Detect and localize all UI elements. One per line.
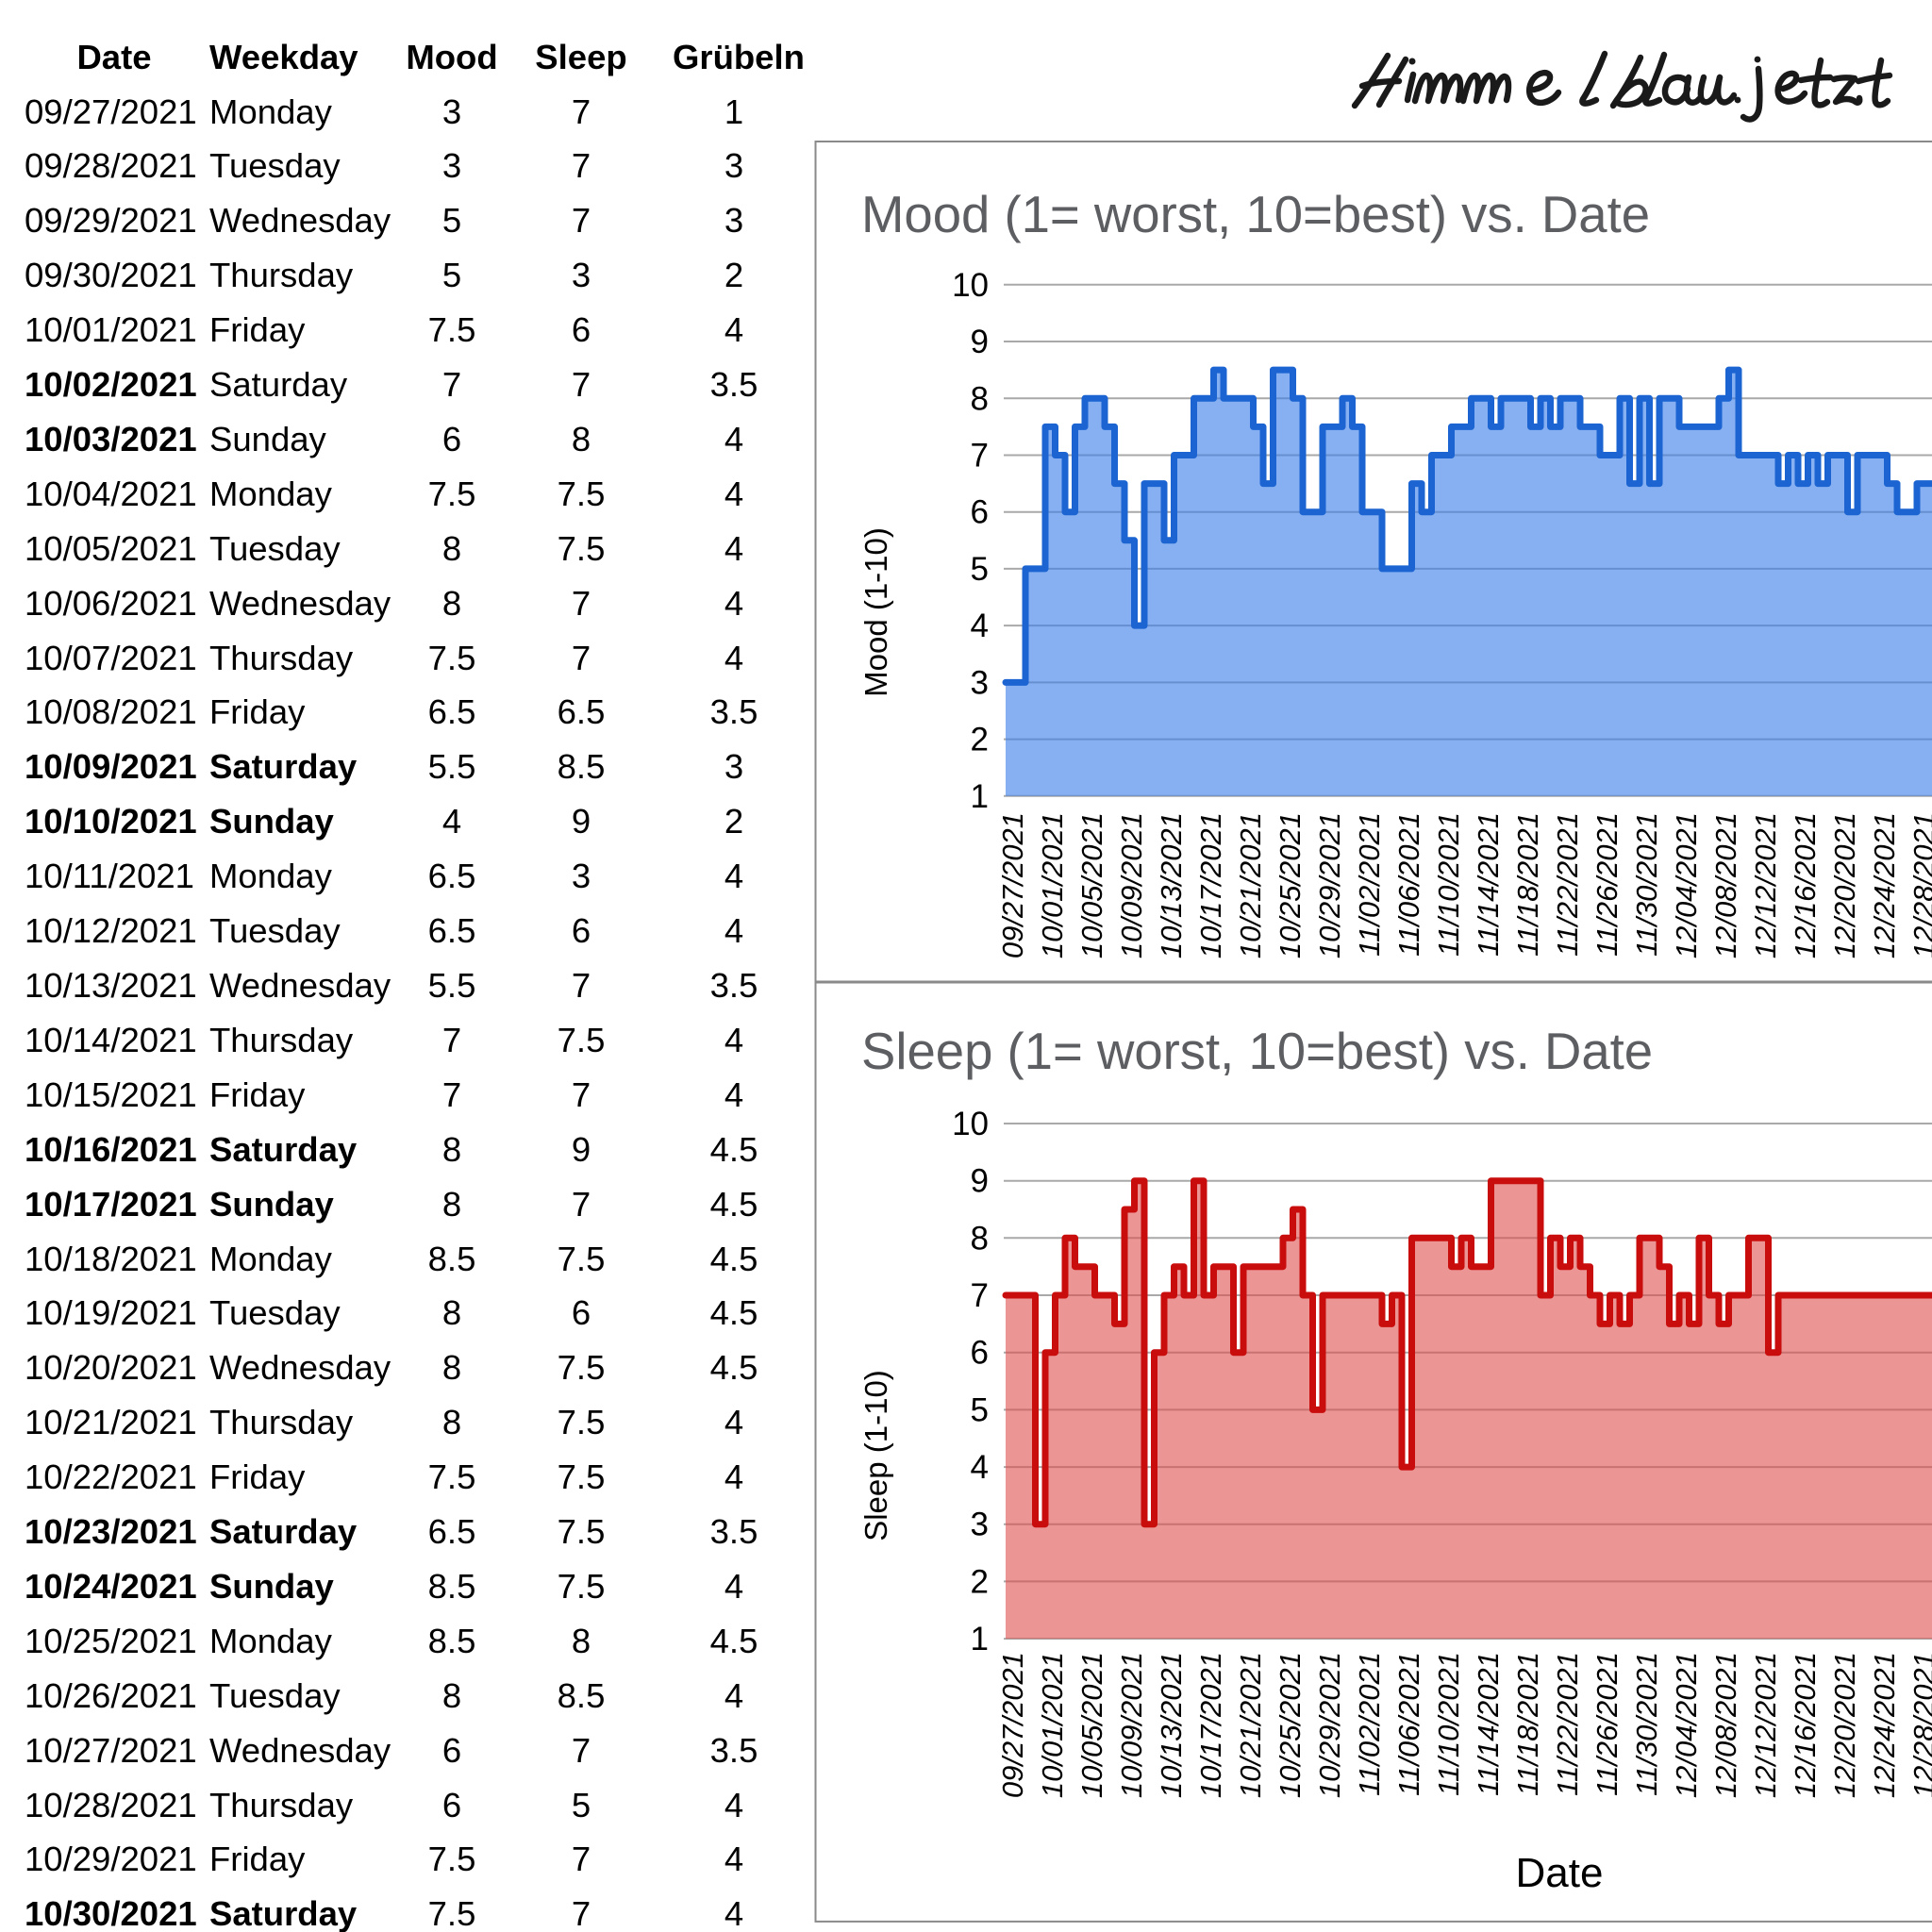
svg-text:Sleep (1-10): Sleep (1-10) xyxy=(858,1370,893,1541)
svg-text:10/05/2021: 10/05/2021 xyxy=(1075,812,1108,958)
svg-text:3: 3 xyxy=(971,664,989,701)
svg-text:09/27/2021: 09/27/2021 xyxy=(996,812,1029,958)
svg-text:11/18/2021: 11/18/2021 xyxy=(1511,812,1544,957)
svg-text:11/30/2021: 11/30/2021 xyxy=(1630,1652,1663,1796)
svg-text:12/08/2021: 12/08/2021 xyxy=(1709,812,1742,958)
svg-text:11/10/2021: 11/10/2021 xyxy=(1432,1652,1465,1796)
svg-text:6: 6 xyxy=(971,1335,989,1372)
svg-text:10/09/2021: 10/09/2021 xyxy=(1115,1652,1148,1798)
svg-text:12/12/2021: 12/12/2021 xyxy=(1749,812,1782,958)
svg-text:11/22/2021: 11/22/2021 xyxy=(1551,1652,1584,1796)
svg-text:10/29/2021: 10/29/2021 xyxy=(1313,812,1346,958)
svg-text:10/01/2021: 10/01/2021 xyxy=(1036,812,1069,958)
svg-text:11/06/2021: 11/06/2021 xyxy=(1392,1652,1425,1796)
svg-text:Mood (1= worst, 10=best) vs. D: Mood (1= worst, 10=best) vs. Date xyxy=(861,186,1650,243)
svg-text:9: 9 xyxy=(971,1163,989,1200)
svg-text:2: 2 xyxy=(971,722,989,758)
svg-text:8: 8 xyxy=(971,380,989,417)
svg-text:4: 4 xyxy=(971,1449,989,1486)
svg-text:11/26/2021: 11/26/2021 xyxy=(1591,812,1624,957)
svg-text:Date: Date xyxy=(1516,1850,1604,1896)
svg-text:11/14/2021: 11/14/2021 xyxy=(1472,1652,1505,1796)
svg-text:7: 7 xyxy=(971,1277,989,1314)
svg-text:4: 4 xyxy=(971,608,989,644)
svg-text:12/04/2021: 12/04/2021 xyxy=(1670,812,1703,958)
svg-text:12/20/2021: 12/20/2021 xyxy=(1828,812,1861,958)
svg-text:10/29/2021: 10/29/2021 xyxy=(1313,1652,1346,1798)
svg-text:12/04/2021: 12/04/2021 xyxy=(1670,1652,1703,1798)
svg-text:11/30/2021: 11/30/2021 xyxy=(1630,812,1663,957)
svg-text:2: 2 xyxy=(971,1563,989,1600)
svg-text:10/09/2021: 10/09/2021 xyxy=(1115,812,1148,958)
svg-text:1: 1 xyxy=(971,1621,989,1657)
svg-text:11/18/2021: 11/18/2021 xyxy=(1511,1652,1544,1796)
svg-text:5: 5 xyxy=(971,551,989,588)
svg-text:11/22/2021: 11/22/2021 xyxy=(1551,812,1584,957)
svg-text:1: 1 xyxy=(971,778,989,815)
svg-text:11/26/2021: 11/26/2021 xyxy=(1591,1652,1624,1796)
svg-text:11/06/2021: 11/06/2021 xyxy=(1392,812,1425,957)
svg-text:10/05/2021: 10/05/2021 xyxy=(1075,1652,1108,1798)
svg-text:Sleep (1= worst, 10=best) vs.: Sleep (1= worst, 10=best) vs. Date xyxy=(861,1023,1653,1080)
svg-text:12/24/2021: 12/24/2021 xyxy=(1868,812,1901,958)
svg-text:12/08/2021: 12/08/2021 xyxy=(1709,1652,1742,1798)
svg-text:3: 3 xyxy=(971,1507,989,1543)
svg-text:12/24/2021: 12/24/2021 xyxy=(1868,1652,1901,1798)
svg-text:9: 9 xyxy=(971,324,989,360)
svg-text:6: 6 xyxy=(971,494,989,531)
svg-text:10/17/2021: 10/17/2021 xyxy=(1194,1652,1227,1798)
svg-text:Mood (1-10): Mood (1-10) xyxy=(858,527,893,697)
svg-text:8: 8 xyxy=(971,1220,989,1257)
svg-text:10/25/2021: 10/25/2021 xyxy=(1274,1652,1307,1798)
svg-text:10/13/2021: 10/13/2021 xyxy=(1155,1652,1188,1798)
svg-text:10: 10 xyxy=(952,267,989,304)
svg-text:10/13/2021: 10/13/2021 xyxy=(1155,812,1188,958)
svg-text:11/02/2021: 11/02/2021 xyxy=(1353,1652,1386,1796)
svg-text:12/20/2021: 12/20/2021 xyxy=(1828,1652,1861,1798)
svg-text:12/28/2021: 12/28/2021 xyxy=(1907,812,1932,958)
svg-text:11/14/2021: 11/14/2021 xyxy=(1472,812,1505,957)
svg-text:11/02/2021: 11/02/2021 xyxy=(1353,812,1386,957)
svg-text:09/27/2021: 09/27/2021 xyxy=(996,1652,1029,1798)
svg-text:5: 5 xyxy=(971,1391,989,1428)
svg-text:12/28/2021: 12/28/2021 xyxy=(1907,1652,1932,1798)
svg-text:10/21/2021: 10/21/2021 xyxy=(1234,812,1267,958)
svg-text:10/25/2021: 10/25/2021 xyxy=(1274,812,1307,958)
svg-text:11/10/2021: 11/10/2021 xyxy=(1432,812,1465,957)
svg-text:12/12/2021: 12/12/2021 xyxy=(1749,1652,1782,1798)
svg-text:7: 7 xyxy=(971,438,989,475)
svg-text:12/16/2021: 12/16/2021 xyxy=(1789,812,1822,958)
svg-text:10: 10 xyxy=(952,1106,989,1142)
svg-text:10/01/2021: 10/01/2021 xyxy=(1036,1652,1069,1798)
svg-text:10/21/2021: 10/21/2021 xyxy=(1234,1652,1267,1798)
svg-text:10/17/2021: 10/17/2021 xyxy=(1194,812,1227,958)
svg-text:12/16/2021: 12/16/2021 xyxy=(1789,1652,1822,1798)
